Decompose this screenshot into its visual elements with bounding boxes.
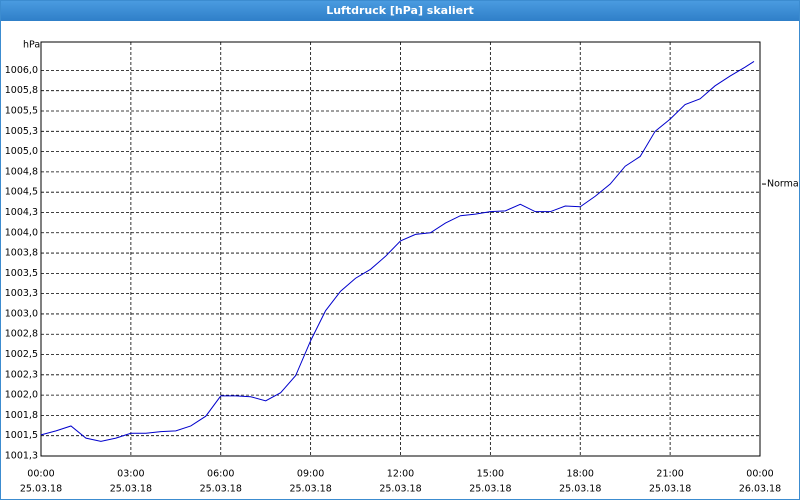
x-tick-label: 12:00 [387, 469, 414, 480]
chart: hPa 1001,3 1001,5 1001,8 1002,0 1002,3 1002,5 1… [5, 40, 799, 495]
y-tick-label: 1001,3 [5, 451, 38, 462]
y-tick-label: 1006,0 [5, 65, 38, 76]
annotation: Normal [767, 179, 799, 190]
title-bar: Luftdruck [hPa] skaliert [1, 1, 799, 21]
y-axis-label: hPa [23, 40, 40, 51]
x-tick-date: 26.03.18 [739, 484, 781, 495]
x-tick-date: 25.03.18 [289, 484, 331, 495]
y-tick-label: 1003,3 [5, 288, 38, 299]
x-tick-date: 25.03.18 [379, 484, 421, 495]
x-tick-label: 03:00 [117, 469, 144, 480]
x-tick-date: 25.03.18 [200, 484, 242, 495]
x-tick-label: 06:00 [207, 469, 234, 480]
x-tick-date: 25.03.18 [469, 484, 511, 495]
x-tick-date: 25.03.18 [110, 484, 152, 495]
y-tick-label: 1002,5 [5, 349, 38, 360]
x-tick-date: 25.03.18 [20, 484, 62, 495]
x-tick-label: 09:00 [297, 469, 324, 480]
x-tick-label: 15:00 [477, 469, 504, 480]
y-tick-label: 1004,5 [5, 187, 38, 198]
y-tick-label: 1005,8 [5, 85, 38, 96]
y-tick-label: 1002,3 [5, 369, 38, 380]
y-tick-label: 1004,0 [5, 227, 38, 238]
y-tick-label: 1005,3 [5, 126, 38, 137]
x-tick-label: 21:00 [656, 469, 683, 480]
y-tick-label: 1003,8 [5, 248, 38, 259]
y-tick-label: 1005,0 [5, 146, 38, 157]
x-tick-label: 18:00 [567, 469, 594, 480]
data-line [40, 61, 755, 442]
y-tick-label: 1002,0 [5, 390, 38, 401]
plot-border [40, 41, 761, 457]
y-tick-label: 1002,8 [5, 329, 38, 340]
x-tick-label: 00:00 [27, 469, 54, 480]
x-tick-label: 00:00 [746, 469, 773, 480]
y-tick-label: 1005,5 [5, 106, 38, 117]
y-tick-label: 1003,0 [5, 308, 38, 319]
y-tick-label: 1004,8 [5, 166, 38, 177]
y-tick-label: 1004,3 [5, 207, 38, 218]
y-tick-label: 1001,5 [5, 430, 38, 441]
y-tick-label: 1001,8 [5, 410, 38, 421]
x-tick-date: 25.03.18 [649, 484, 691, 495]
x-tick-date: 25.03.18 [559, 484, 601, 495]
y-tick-label: 1003,5 [5, 268, 38, 279]
